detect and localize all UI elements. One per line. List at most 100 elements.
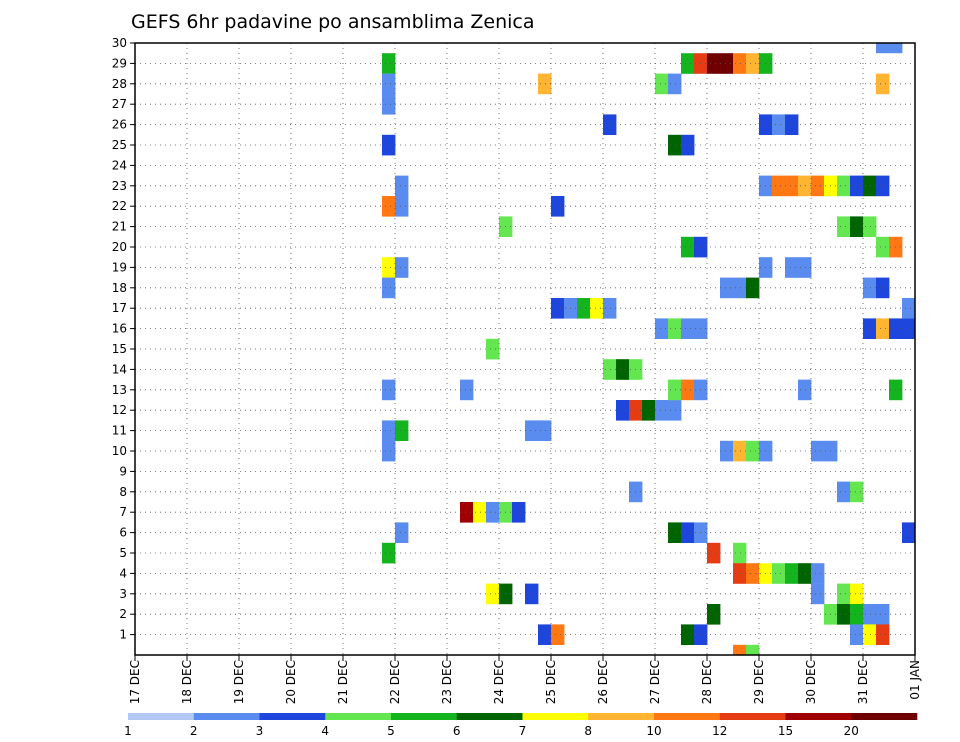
y-tick-label: 30: [112, 36, 127, 50]
precip-cell: [382, 196, 396, 217]
precip-cell: [785, 257, 799, 278]
precip-cell: [746, 53, 760, 74]
y-tick-label: 14: [112, 362, 127, 376]
precip-cell: [811, 175, 825, 197]
precip-cell: [733, 277, 747, 299]
x-axis: 17 DEC 18 DEC 19 DEC 20 DEC 21 DEC 22 DEC 23 D…: [128, 655, 922, 704]
precip-cell: [837, 216, 851, 237]
precip-cell: [395, 257, 409, 278]
y-tick-label: 17: [112, 301, 127, 315]
precip-cell: [551, 624, 565, 645]
y-tick-label: 12: [112, 403, 127, 417]
precip-cell: [603, 114, 617, 135]
precip-cell: [850, 175, 864, 197]
x-tick-label: 24 DEC: [492, 660, 506, 704]
x-tick-label: 28 DEC: [700, 660, 714, 704]
y-tick-label: 6: [119, 526, 127, 540]
precip-cell: [772, 114, 786, 135]
x-tick-label: 22 DEC: [388, 660, 402, 704]
colorbar-segment: [654, 713, 721, 720]
precip-cell: [850, 481, 864, 503]
precip-cell: [538, 624, 552, 645]
precip-cell: [876, 175, 890, 197]
precip-cell: [655, 318, 669, 339]
precip-cell: [707, 604, 721, 625]
precip-cell: [681, 236, 695, 258]
precip-cell: [668, 379, 682, 401]
precip-cell: [876, 277, 890, 299]
colorbar-label: 3: [256, 724, 264, 738]
colorbar-segment: [456, 713, 523, 720]
precip-cell: [616, 359, 630, 380]
colorbar-label: 15: [778, 724, 793, 738]
colorbar-segment: [128, 713, 195, 720]
colorbar-segment: [259, 713, 326, 720]
precip-cell: [889, 43, 903, 54]
x-tick-label: 21 DEC: [336, 660, 350, 704]
precip-cell: [902, 318, 916, 339]
precip-cell: [720, 277, 734, 299]
precip-cell: [798, 175, 812, 197]
y-tick-label: 18: [112, 281, 127, 295]
precip-cell: [720, 53, 734, 74]
y-tick-label: 20: [112, 240, 127, 254]
precip-cell: [655, 73, 669, 95]
colorbar-label: 7: [519, 724, 527, 738]
y-tick-label: 11: [112, 424, 127, 438]
colorbar-segment: [391, 713, 458, 720]
precip-cell: [382, 134, 396, 156]
precip-cell: [785, 563, 799, 584]
y-tick-label: 15: [112, 342, 127, 356]
precip-cell: [382, 440, 396, 462]
y-tick-label: 1: [119, 628, 127, 642]
y-tick-label: 13: [112, 383, 127, 397]
y-tick-label: 7: [119, 505, 127, 519]
precip-cell: [733, 644, 747, 655]
precip-cell: [681, 134, 695, 156]
precip-cell: [382, 53, 396, 74]
colorbar-segment: [719, 713, 786, 720]
grid-lines: [135, 42, 915, 655]
y-tick-label: 26: [112, 118, 127, 132]
precip-cell: [486, 338, 500, 360]
precip-cell: [681, 318, 695, 339]
precip-cell: [551, 196, 565, 217]
colorbar: 1 2 3 4 5 6 7 8 10 12 15 20: [124, 713, 918, 738]
x-tick-label: 26 DEC: [596, 660, 610, 704]
y-tick-label: 10: [112, 444, 127, 458]
precip-cell: [681, 379, 695, 401]
y-tick-label: 23: [112, 179, 127, 193]
precip-cell: [382, 94, 396, 115]
y-tick-label: 21: [112, 220, 127, 234]
precip-cell: [733, 542, 747, 564]
precip-cell: [798, 379, 812, 401]
precip-cell: [382, 420, 396, 441]
precip-cell: [837, 175, 851, 197]
y-tick-label: 22: [112, 199, 127, 213]
precip-cell: [850, 583, 864, 605]
x-tick-label: 23 DEC: [440, 660, 454, 704]
precip-cell: [603, 298, 617, 319]
precip-cell: [681, 522, 695, 543]
precip-cell: [382, 542, 396, 564]
precip-cell: [746, 440, 760, 462]
colorbar-segment: [588, 713, 655, 720]
precip-cell: [798, 563, 812, 584]
precip-cell: [837, 481, 851, 503]
precip-cell: [395, 196, 409, 217]
precip-cell: [538, 73, 552, 95]
colorbar-label: 6: [453, 724, 461, 738]
precip-cell: [382, 379, 396, 401]
precip-cell: [811, 583, 825, 605]
precip-cell: [746, 644, 760, 655]
y-tick-label: 25: [112, 138, 127, 152]
x-tick-label: 17 DEC: [128, 660, 142, 704]
y-tick-label: 2: [119, 607, 127, 621]
precip-cell: [876, 236, 890, 258]
precip-cell: [668, 73, 682, 95]
x-tick-label: 27 DEC: [648, 660, 662, 704]
y-tick-label: 28: [112, 77, 127, 91]
colorbar-segment: [325, 713, 392, 720]
x-tick-label: 25 DEC: [544, 660, 558, 704]
colorbar-label: 20: [844, 724, 859, 738]
